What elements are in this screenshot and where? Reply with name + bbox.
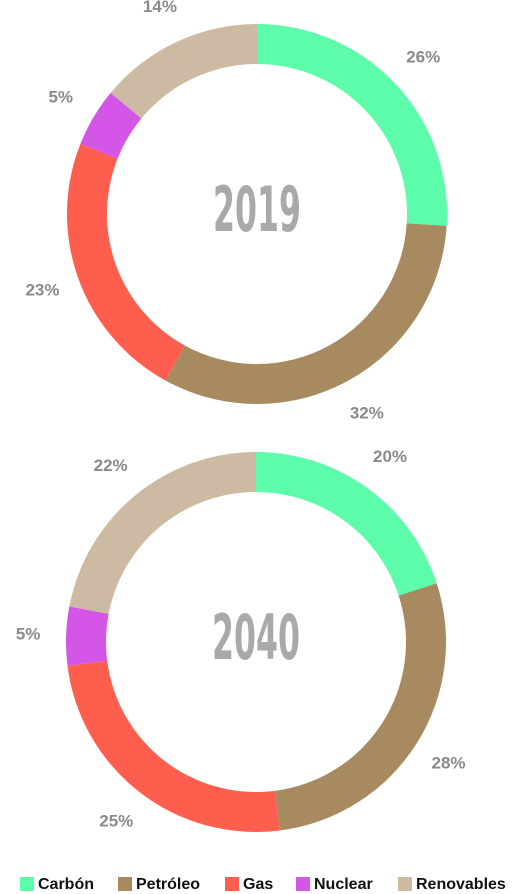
legend-swatch — [118, 877, 132, 891]
donut-segment — [80, 92, 142, 159]
data-label: 32% — [350, 403, 384, 422]
donut-segment — [110, 24, 258, 119]
donut-segment — [69, 452, 257, 614]
legend-label: Nuclear — [314, 876, 373, 893]
legend-swatch — [296, 877, 310, 891]
legend-swatch — [20, 877, 34, 891]
donut-segment — [274, 583, 446, 831]
donut-segment — [67, 660, 280, 832]
legend-label: Petróleo — [136, 876, 200, 893]
data-label: 28% — [431, 754, 465, 773]
donut-segment — [256, 452, 437, 596]
legend-swatch — [398, 877, 412, 891]
data-label: 26% — [406, 47, 440, 66]
data-label: 25% — [99, 812, 133, 831]
donut-segment — [66, 606, 109, 666]
legend-swatch — [225, 877, 239, 891]
legend-label: Gas — [243, 876, 273, 893]
legend-label: Renovables — [416, 876, 506, 893]
data-label: 14% — [143, 0, 177, 16]
donut-segment — [67, 144, 185, 381]
donut-segment — [257, 24, 447, 226]
data-label: 5% — [48, 87, 73, 106]
center-title: 2019 — [213, 173, 301, 246]
data-label: 20% — [373, 447, 407, 466]
center-title: 2040 — [212, 601, 300, 674]
legend-label: Carbón — [38, 876, 94, 893]
donut-segment — [165, 223, 447, 405]
data-label: 5% — [16, 624, 41, 643]
data-label: 22% — [94, 456, 128, 475]
data-label: 23% — [25, 281, 59, 300]
